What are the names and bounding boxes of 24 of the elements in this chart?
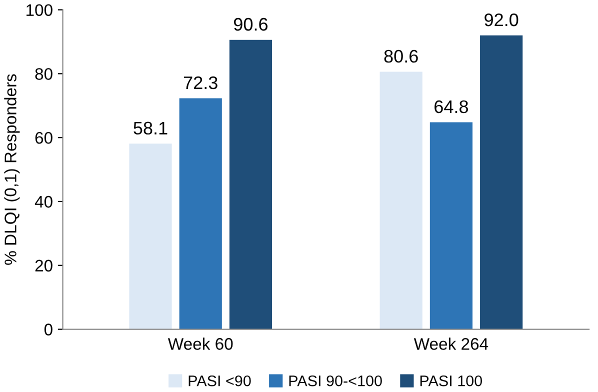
data-label: 80.6 xyxy=(384,50,418,63)
x-tick-label: Week 60 xyxy=(168,338,233,350)
y-tick-label: 60 xyxy=(35,132,52,144)
bar xyxy=(229,40,272,330)
y-axis-title: % DLQI (0,1) Responders xyxy=(4,74,20,265)
bar xyxy=(179,98,222,330)
y-tick-label: 80 xyxy=(35,68,52,80)
bar xyxy=(480,35,523,330)
legend-label: PASI 100 xyxy=(420,375,482,386)
data-label: 58.1 xyxy=(134,122,168,135)
y-tick-label: 20 xyxy=(35,260,52,272)
data-label: 64.8 xyxy=(434,100,468,114)
y-tick-label: 100 xyxy=(26,4,52,16)
data-label: 90.6 xyxy=(234,18,268,31)
legend-label: PASI 90-<100 xyxy=(289,375,382,386)
data-label: 72.3 xyxy=(184,76,218,90)
bar xyxy=(430,122,473,330)
bar xyxy=(380,72,422,330)
bar xyxy=(129,144,172,330)
y-tick-label: 40 xyxy=(34,196,52,208)
y-tick-label: 0 xyxy=(44,324,52,336)
data-label: 92.0 xyxy=(484,13,518,26)
legend-label: PASI <90 xyxy=(188,375,251,386)
x-tick-label: Week 264 xyxy=(414,338,488,350)
